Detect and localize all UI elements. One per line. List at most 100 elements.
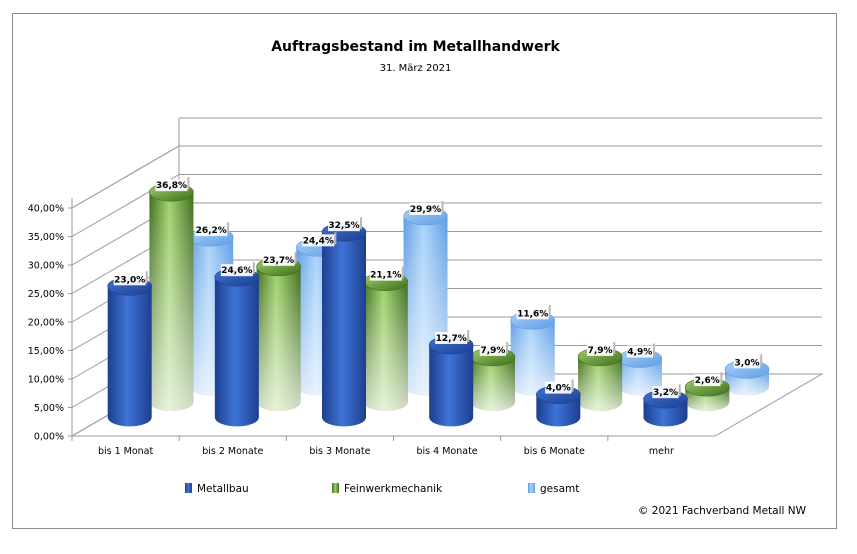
data-label-shadow bbox=[401, 266, 404, 279]
data-label-bg bbox=[328, 219, 361, 232]
x-tick-label: bis 2 Monate bbox=[202, 446, 263, 457]
bar-feinwerkmechanik-3 bbox=[470, 347, 516, 411]
data-label: 4,9% bbox=[626, 343, 656, 358]
gridline-wall bbox=[71, 145, 180, 209]
data-label-shadow bbox=[360, 217, 363, 230]
x-tick-label: bis 4 Monate bbox=[417, 446, 478, 457]
chart-title: Auftragsbestand im Metallhandwerk bbox=[271, 39, 560, 55]
data-label: 3,0% bbox=[733, 354, 763, 369]
data-label-text: 2,6% bbox=[695, 376, 720, 386]
y-tick-label: 20,00% bbox=[28, 318, 64, 329]
bar-shade bbox=[107, 286, 152, 427]
data-label-text: 24,4% bbox=[303, 236, 334, 246]
data-label-text: 3,0% bbox=[735, 358, 760, 368]
legend: Metallbau Feinwerkmechanik gesamt bbox=[185, 483, 579, 495]
data-label: 23,0% bbox=[113, 271, 148, 286]
data-label-text: 4,0% bbox=[546, 384, 571, 394]
bar-metallbau-3 bbox=[428, 335, 474, 427]
data-label-bg bbox=[262, 253, 295, 266]
y-tick-label: 40,00% bbox=[28, 204, 64, 215]
x-tick-label: bis 1 Monat bbox=[98, 446, 154, 457]
bar-shade bbox=[470, 356, 515, 411]
data-label: 26,2% bbox=[195, 222, 230, 237]
legend-swatch bbox=[185, 483, 192, 493]
data-label-shadow bbox=[548, 305, 551, 318]
data-label-bg bbox=[113, 273, 146, 286]
data-label-shadow bbox=[653, 343, 656, 356]
y-tick-label: 25,00% bbox=[28, 289, 64, 300]
data-label-shadow bbox=[720, 372, 723, 385]
legend-item-gesamt: gesamt bbox=[528, 483, 579, 495]
data-label-text: 23,7% bbox=[263, 256, 294, 266]
data-label-bg bbox=[435, 332, 468, 345]
data-label-shadow bbox=[613, 341, 616, 354]
legend-label: Metallbau bbox=[197, 483, 249, 495]
legend-swatch bbox=[332, 483, 339, 493]
data-label-bg bbox=[516, 307, 549, 320]
bar-feinwerkmechanik-1 bbox=[256, 257, 301, 411]
data-label-shadow bbox=[294, 251, 297, 264]
legend-label: Feinwerkmechanik bbox=[344, 483, 443, 495]
data-label: 32,5% bbox=[328, 217, 363, 232]
data-label-bg bbox=[479, 343, 507, 356]
bar-shade bbox=[429, 345, 474, 427]
data-label: 11,6% bbox=[516, 305, 551, 320]
data-label-bg bbox=[652, 386, 679, 399]
legend-item-metallbau: Metallbau bbox=[185, 483, 249, 495]
data-label-text: 11,6% bbox=[517, 309, 548, 319]
x-tick-label: bis 6 Monate bbox=[524, 446, 585, 457]
data-label-text: 4,9% bbox=[627, 347, 652, 357]
data-label: 24,6% bbox=[220, 262, 255, 277]
y-tick-label: 35,00% bbox=[28, 232, 64, 243]
data-label: 21,1% bbox=[369, 266, 404, 281]
data-label-bg bbox=[155, 179, 188, 192]
data-label-bg bbox=[626, 345, 654, 358]
data-label-shadow bbox=[441, 200, 444, 213]
data-label: 2,6% bbox=[694, 372, 723, 387]
data-label: 36,8% bbox=[155, 177, 190, 192]
bar-metallbau-2 bbox=[321, 222, 367, 427]
data-label-bg bbox=[195, 224, 228, 237]
y-tick-label: 30,00% bbox=[28, 261, 64, 272]
data-label-text: 7,9% bbox=[588, 346, 613, 356]
bar-metallbau-0 bbox=[107, 276, 152, 427]
data-label: 29,9% bbox=[409, 200, 444, 215]
data-label-text: 26,2% bbox=[196, 226, 227, 236]
x-tick-label: mehr bbox=[649, 446, 674, 457]
data-label-shadow bbox=[760, 354, 763, 367]
data-label-text: 7,9% bbox=[480, 346, 505, 356]
data-label-text: 3,2% bbox=[653, 388, 678, 398]
bar-metallbau-1 bbox=[214, 267, 260, 427]
data-label-bg bbox=[733, 356, 761, 369]
data-label: 7,9% bbox=[586, 341, 616, 356]
data-label: 12,7% bbox=[435, 330, 470, 345]
data-label: 23,7% bbox=[262, 251, 297, 266]
legend-swatch bbox=[528, 483, 535, 493]
data-label-bg bbox=[586, 343, 614, 356]
bar-shade bbox=[214, 277, 259, 427]
data-label-bg bbox=[369, 268, 402, 281]
data-label-text: 24,6% bbox=[221, 266, 252, 276]
legend-label: gesamt bbox=[540, 483, 579, 495]
bar-feinwerkmechanik-0 bbox=[149, 182, 194, 411]
data-label-shadow bbox=[571, 379, 574, 392]
bar-feinwerkmechanik-4 bbox=[577, 347, 623, 411]
data-label: 7,9% bbox=[479, 341, 509, 356]
data-label-bg bbox=[694, 374, 721, 387]
data-label-bg bbox=[302, 234, 335, 247]
bar-shade bbox=[256, 266, 301, 411]
data-labels: 26,2% 24,4% 29,9% 11,6% 4,9% 3,0% 36,8% 23,7% 21… bbox=[113, 177, 763, 399]
data-label-shadow bbox=[334, 232, 337, 245]
chart-subtitle: 31. März 2021 bbox=[379, 63, 452, 74]
data-label-shadow bbox=[678, 384, 681, 397]
data-label-shadow bbox=[227, 222, 230, 235]
x-tick-labels: bis 1 Monat bis 2 Monate bis 3 Monate bis 4… bbox=[71, 436, 674, 457]
data-label-text: 36,8% bbox=[156, 181, 187, 191]
bar-shade bbox=[510, 320, 555, 396]
bar-shade bbox=[149, 192, 194, 411]
data-label-bg bbox=[220, 264, 253, 277]
data-label-text: 29,9% bbox=[410, 205, 441, 215]
y-tick-labels: 0,00% 5,00% 10,00% 15,00% 20,00% 25,00% 30,00%… bbox=[28, 204, 72, 443]
data-label-shadow bbox=[145, 271, 148, 284]
